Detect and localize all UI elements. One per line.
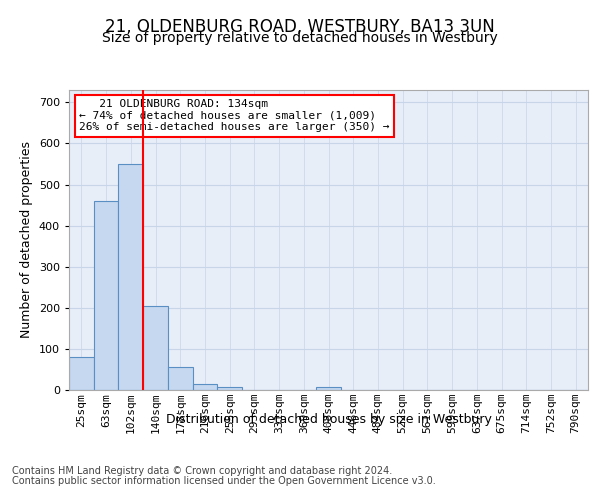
Text: Distribution of detached houses by size in Westbury: Distribution of detached houses by size … bbox=[166, 412, 492, 426]
Bar bbox=[143, 306, 168, 390]
Text: Size of property relative to detached houses in Westbury: Size of property relative to detached ho… bbox=[102, 31, 498, 45]
Y-axis label: Number of detached properties: Number of detached properties bbox=[20, 142, 33, 338]
Bar bbox=[94, 201, 118, 390]
Text: 21 OLDENBURG ROAD: 134sqm   
← 74% of detached houses are smaller (1,009)
26% of: 21 OLDENBURG ROAD: 134sqm ← 74% of detac… bbox=[79, 99, 390, 132]
Text: Contains public sector information licensed under the Open Government Licence v3: Contains public sector information licen… bbox=[12, 476, 436, 486]
Text: Contains HM Land Registry data © Crown copyright and database right 2024.: Contains HM Land Registry data © Crown c… bbox=[12, 466, 392, 476]
Bar bbox=[193, 384, 217, 390]
Bar bbox=[316, 387, 341, 390]
Text: 21, OLDENBURG ROAD, WESTBURY, BA13 3UN: 21, OLDENBURG ROAD, WESTBURY, BA13 3UN bbox=[105, 18, 495, 36]
Bar bbox=[168, 368, 193, 390]
Bar bbox=[217, 386, 242, 390]
Bar bbox=[118, 164, 143, 390]
Bar bbox=[69, 357, 94, 390]
